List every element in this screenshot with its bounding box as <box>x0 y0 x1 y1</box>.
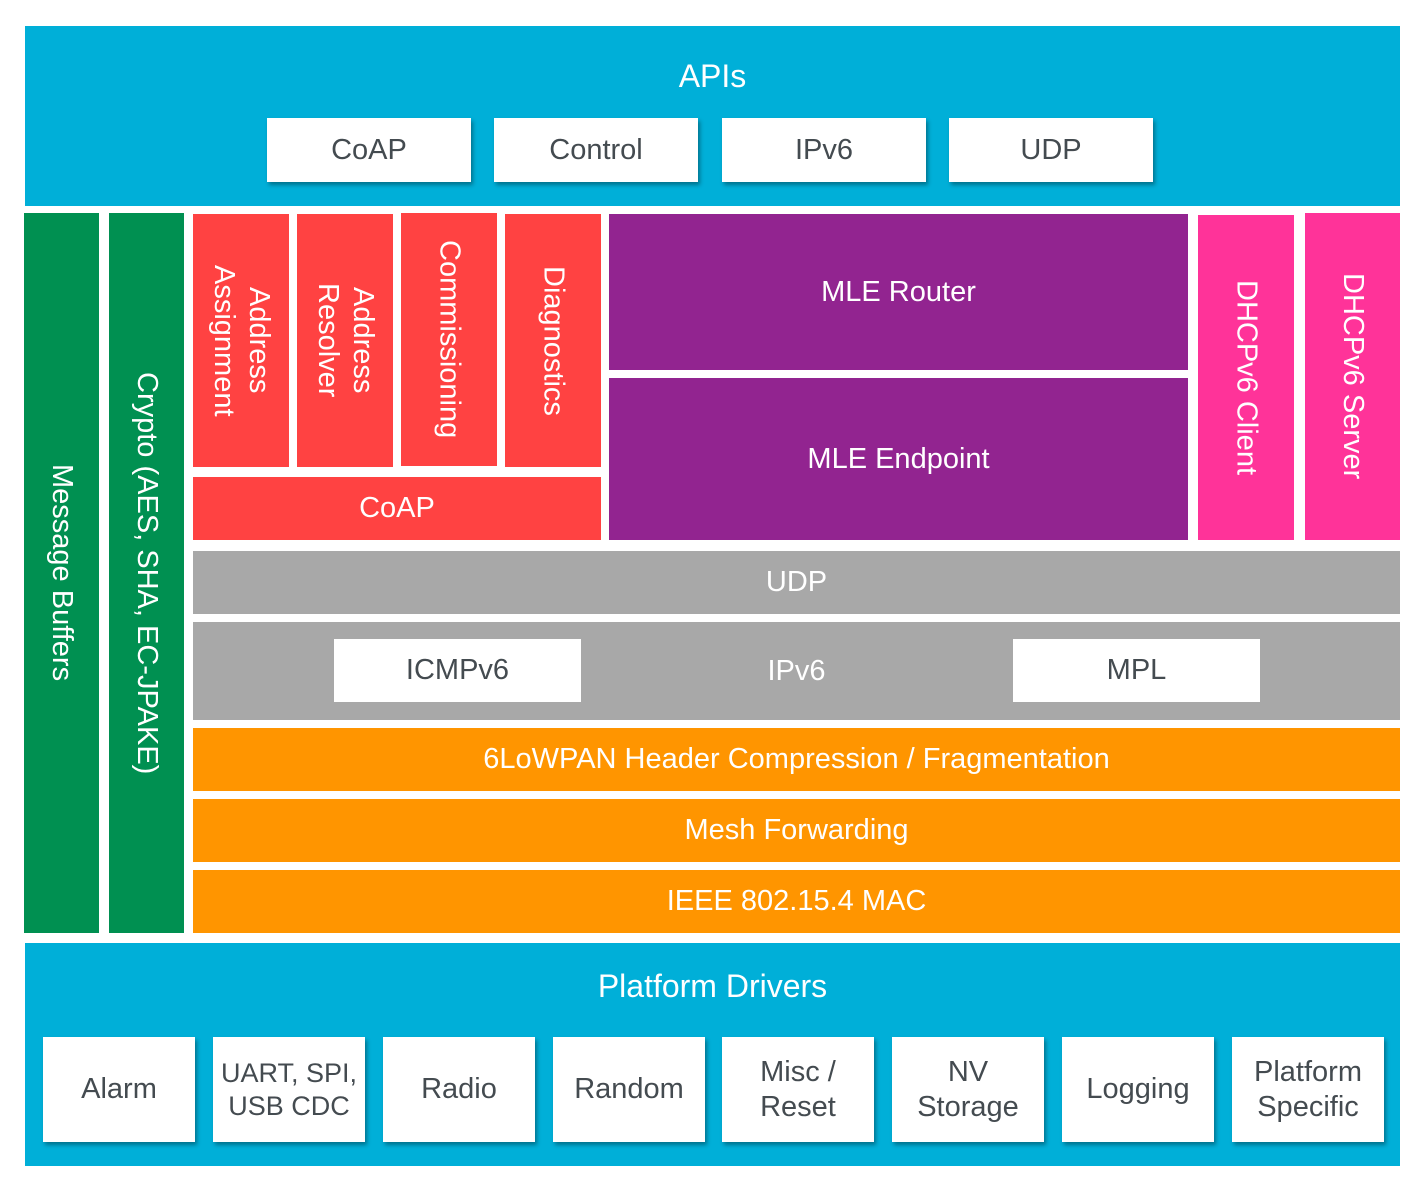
driver-random: Random <box>553 1037 705 1142</box>
apis-layer <box>25 26 1400 206</box>
6lowpan-layer: 6LoWPAN Header Compression / Fragmentati… <box>193 728 1400 791</box>
driver-radio: Radio <box>383 1037 535 1142</box>
driver-logging: Logging <box>1062 1037 1214 1142</box>
address-resolver: Address Resolver <box>297 214 393 467</box>
driver-nv-storage: NV Storage <box>892 1037 1044 1142</box>
api-coap: CoAP <box>267 118 471 182</box>
driver-platform-specific: Platform Specific <box>1232 1037 1384 1142</box>
icmpv6: ICMPv6 <box>334 639 581 702</box>
apis-title: APIs <box>678 58 747 94</box>
api-control: Control <box>494 118 698 182</box>
diagnostics: Diagnostics <box>505 214 601 467</box>
driver-misc-reset: Misc / Reset <box>722 1037 874 1142</box>
platform-drivers-title: Platform Drivers <box>597 968 828 1004</box>
message-buffers: Message Buffers <box>24 213 99 933</box>
mpl: MPL <box>1013 639 1260 702</box>
coap-layer: CoAP <box>193 477 601 540</box>
mesh-forwarding: Mesh Forwarding <box>193 799 1400 862</box>
driver-alarm: Alarm <box>43 1037 195 1142</box>
mle-router: MLE Router <box>609 214 1188 370</box>
crypto: Crypto (AES, SHA, EC-JPAKE) <box>109 213 184 933</box>
mle-endpoint: MLE Endpoint <box>609 378 1188 540</box>
api-ipv6: IPv6 <box>722 118 926 182</box>
commissioning: Commissioning <box>401 213 497 466</box>
dhcpv6-server: DHCPv6 Server <box>1305 213 1400 540</box>
address-assignment: Address Assignment <box>193 214 289 467</box>
api-udp: UDP <box>949 118 1153 182</box>
mac-layer: IEEE 802.15.4 MAC <box>193 870 1400 933</box>
dhcpv6-client: DHCPv6 Client <box>1198 215 1294 540</box>
driver-uart: UART, SPI, USB CDC <box>213 1037 365 1142</box>
udp-layer: UDP <box>193 551 1400 614</box>
